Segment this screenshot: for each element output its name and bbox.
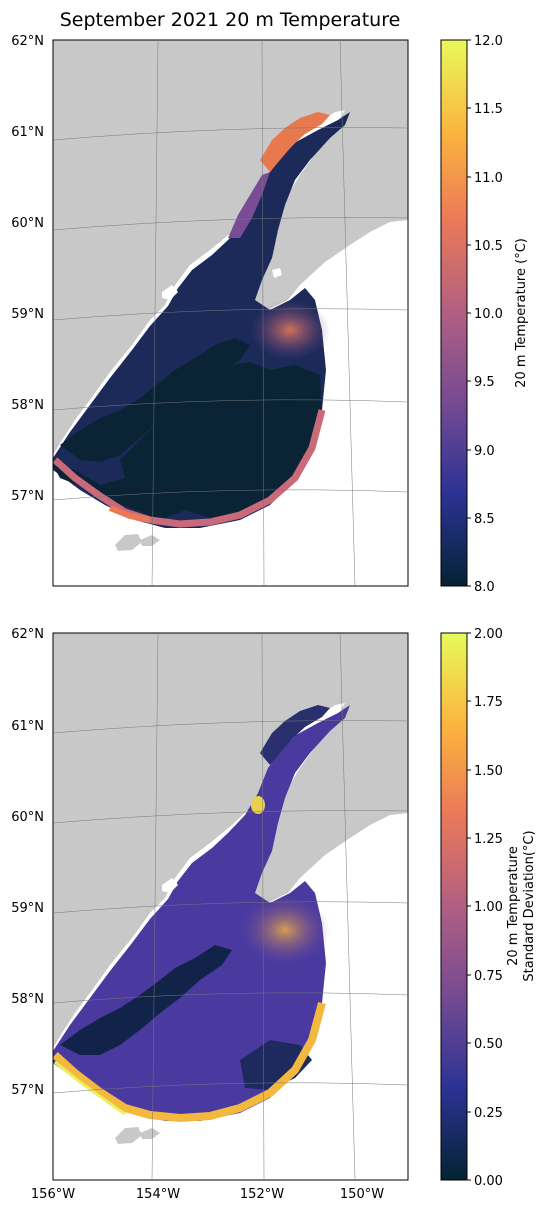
lat-label: 57°N	[11, 1083, 44, 1098]
land-mainland	[53, 40, 408, 455]
colorbar-label-line-1: 20 m Temperature	[506, 846, 521, 966]
colorbar-tick-label: 8.0	[474, 580, 495, 595]
colorbar-tick-label: 0.00	[474, 1174, 503, 1189]
colorbar-stddev: 2.00 1.75 1.50 1.25 1.00 0.75 0.50 0.25 …	[440, 627, 537, 1189]
temperature-warm-plume	[250, 300, 330, 360]
graticule-panel-1	[53, 40, 408, 586]
lat-label: 58°N	[11, 992, 44, 1007]
panel-stddev-frame	[52, 632, 409, 1181]
land-small-islands	[115, 534, 160, 551]
stddev-low-region	[60, 945, 232, 1055]
colorbar-tick-label: 9.0	[474, 444, 495, 459]
lat-label: 61°N	[11, 719, 44, 734]
panel-temperature-map	[53, 40, 408, 586]
temperature-cold-region	[53, 362, 322, 520]
lat-label: 62°N	[11, 34, 44, 49]
temperature-outer-arc	[53, 409, 326, 528]
lat-label: 58°N	[11, 398, 44, 413]
land-small-islands	[115, 1127, 160, 1144]
colorbar-tick-label: 1.25	[474, 832, 503, 847]
colorbar-tick-label: 1.00	[474, 900, 503, 915]
colorbar-tick-label: 12.0	[474, 34, 503, 49]
lat-label: 59°N	[11, 307, 44, 322]
colorbar-tick-label: 2.00	[474, 627, 503, 642]
colorbar-tick-label: 0.75	[474, 969, 503, 984]
stddev-outer-arc	[53, 1001, 326, 1123]
colorbar-tick-label: 8.5	[474, 512, 495, 527]
land-white-gaps	[162, 878, 178, 893]
stddev-low-east	[240, 1040, 312, 1090]
temperature-mid-inlet	[228, 172, 270, 238]
stddev-high-plume	[240, 895, 330, 965]
stddev-outer-edge	[54, 1060, 126, 1116]
lon-label: 152°W	[240, 1187, 284, 1202]
lat-label: 62°N	[11, 627, 44, 642]
lon-label: 154°W	[136, 1187, 180, 1202]
colorbar-tick-label: 0.50	[474, 1037, 503, 1052]
stddev-upper-inlet	[260, 705, 330, 765]
colorbar-tick-label: 9.5	[474, 375, 495, 390]
colorbar-tick-label: 1.50	[474, 764, 503, 779]
lat-label: 60°N	[11, 810, 44, 825]
panel-temperature-frame	[52, 39, 409, 587]
land-mainland	[53, 633, 408, 1048]
lon-label: 156°W	[31, 1187, 75, 1202]
lon-labels: 156°W 154°W 152°W 150°W	[31, 1187, 384, 1202]
colorbar-label-line-2: Standard Deviation(°C)	[522, 830, 537, 981]
colorbar-tick-label: 1.75	[474, 695, 503, 710]
colorbar-tick-label: 11.5	[474, 102, 503, 117]
temperature-warm-south	[108, 505, 151, 523]
panel-stddev-map	[53, 633, 408, 1180]
stddev-upper-inlet-high	[251, 796, 265, 814]
colorbar-tick-label: 11.0	[474, 171, 503, 186]
lat-labels-panel-2: 62°N 61°N 60°N 59°N 58°N 57°N	[11, 627, 44, 1098]
figure-title: September 2021 20 m Temperature	[60, 9, 401, 31]
lat-label: 61°N	[11, 125, 44, 140]
temperature-upper-inlet	[260, 112, 330, 172]
temperature-cold-shelf	[60, 338, 250, 462]
lat-labels-panel-1: 62°N 61°N 60°N 59°N 58°N 57°N	[11, 34, 44, 504]
colorbar-tick-label: 0.25	[474, 1106, 503, 1121]
lat-label: 59°N	[11, 901, 44, 916]
colorbar-tick-label: 10.0	[474, 307, 503, 322]
colorbar-tick-label: 10.5	[474, 239, 503, 254]
colorbar-ticks: 2.00 1.75 1.50 1.25 1.00 0.75 0.50 0.25 …	[467, 627, 503, 1189]
lat-label: 57°N	[11, 489, 44, 504]
colorbar-label: 20 m Temperature (°C)	[514, 238, 529, 388]
colorbar-temperature: 12.0 11.5 11.0 10.5 10.0 9.5 9.0 8.5 8.0…	[440, 34, 529, 595]
colorbar-ticks: 12.0 11.5 11.0 10.5 10.0 9.5 9.0 8.5 8.0	[467, 34, 503, 595]
lon-label: 150°W	[340, 1187, 384, 1202]
lat-label: 60°N	[11, 216, 44, 231]
graticule-panel-2	[53, 633, 408, 1180]
